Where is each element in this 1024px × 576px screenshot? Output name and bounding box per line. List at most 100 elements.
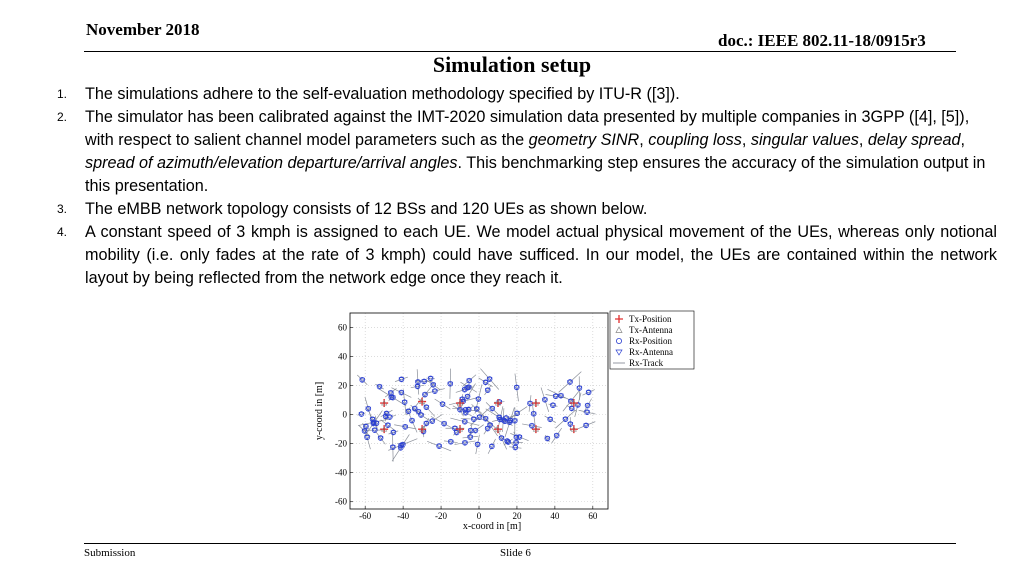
rx-antenna — [583, 423, 589, 429]
rx-antenna — [441, 421, 447, 427]
rx-antenna — [464, 385, 471, 391]
item-number: 4. — [57, 225, 68, 239]
rx-antenna — [429, 419, 436, 425]
rx-track — [548, 403, 558, 407]
rx-track — [583, 398, 592, 413]
tx-antenna — [532, 426, 539, 432]
y-tick-label: 40 — [338, 352, 348, 362]
rx-track — [483, 422, 492, 435]
rx-track — [406, 407, 411, 416]
rx-antenna — [489, 444, 495, 450]
tx-antenna — [457, 426, 464, 432]
rx-antenna — [467, 428, 474, 434]
rx-antenna — [398, 377, 405, 383]
item-number: 2. — [57, 110, 68, 124]
rx-antenna — [423, 405, 430, 411]
rx-track — [379, 389, 407, 407]
rx-antenna — [473, 407, 480, 412]
rx-antenna — [558, 393, 564, 399]
rx-track — [394, 424, 417, 430]
rx-track — [375, 383, 384, 390]
rx-antenna — [544, 436, 551, 442]
rx-antenna — [498, 436, 505, 442]
rx-antenna — [465, 407, 472, 413]
rx-antenna — [484, 388, 491, 394]
rx-track — [558, 371, 582, 393]
rx-track — [485, 402, 499, 415]
y-tick-label: -20 — [335, 439, 347, 449]
rx-antenna — [487, 423, 493, 428]
rx-track — [443, 440, 458, 443]
rx-antenna — [414, 384, 421, 390]
rx-track — [504, 407, 515, 437]
rx-antenna — [364, 435, 370, 441]
rx-track — [544, 415, 556, 423]
rx-track — [434, 398, 451, 410]
rx-track — [460, 418, 487, 421]
rx-track — [471, 404, 483, 414]
rx-track — [450, 417, 480, 426]
rx-track — [364, 410, 383, 437]
rx-antenna — [567, 422, 574, 428]
rx-track — [394, 376, 408, 382]
rx-antenna — [484, 426, 491, 432]
rx-antenna — [500, 418, 507, 424]
footer-submission: Submission — [84, 547, 136, 559]
rx-antenna — [462, 440, 468, 446]
rx-antenna — [547, 417, 554, 423]
rx-antenna — [415, 409, 422, 415]
legend-tx-antenna-icon — [615, 326, 623, 333]
rx-antenna — [513, 385, 520, 391]
rx-antenna — [358, 412, 365, 418]
rx-antenna — [427, 376, 434, 382]
header-rule — [84, 51, 956, 52]
rx-antenna — [567, 380, 573, 385]
rx-track — [416, 369, 420, 395]
rx-track — [449, 368, 451, 399]
x-tick-label: 20 — [512, 511, 522, 521]
rx-antenna — [377, 436, 384, 441]
footer-slide-number: Slide 6 — [500, 547, 531, 559]
rx-antenna — [552, 394, 559, 400]
legend-rx-antenna: Rx-Antenna — [629, 347, 673, 357]
item-number: 1. — [57, 87, 68, 101]
rx-antenna — [390, 430, 397, 436]
rx-antenna — [516, 435, 523, 441]
rx-track — [578, 409, 596, 415]
rx-antenna — [461, 419, 468, 425]
rx-antenna — [411, 406, 418, 412]
tx-antenna — [494, 426, 501, 432]
footer-rule — [84, 543, 956, 544]
y-tick-label: 0 — [343, 410, 348, 420]
rx-track — [391, 387, 412, 398]
rx-antenna — [474, 442, 481, 448]
legend-tx-antenna: Tx-Antenna — [629, 325, 672, 335]
rx-track — [484, 385, 492, 396]
tx-antenna — [494, 399, 501, 406]
rx-antenna — [447, 439, 454, 445]
rx-track — [392, 432, 394, 462]
item-text: The eMBB network topology consists of 12… — [85, 200, 648, 218]
legend-box — [609, 310, 695, 370]
rx-antenna — [530, 411, 537, 417]
rx-track — [480, 368, 500, 390]
rx-track — [582, 389, 595, 396]
rx-antenna — [382, 414, 389, 420]
network-layout-plot: -60 -40 -20 0 20 40 60 60 40 20 0 -20 -40 -60 x-coord… — [312, 308, 710, 536]
rx-track — [412, 409, 430, 421]
rx-antenna — [397, 445, 404, 451]
rx-track — [380, 409, 393, 417]
rx-antenna — [513, 440, 519, 446]
rx-track — [454, 440, 476, 445]
rx-track — [562, 390, 580, 412]
rx-track — [487, 438, 496, 454]
rx-track — [410, 404, 420, 413]
rx-track — [427, 440, 452, 452]
rx-track — [522, 423, 542, 428]
rx-antenna — [464, 394, 471, 400]
legend-rx-position-icon — [615, 337, 622, 344]
x-tick-label: -60 — [359, 511, 371, 521]
rx-track — [462, 435, 478, 439]
tx-antenna — [381, 399, 388, 406]
rx-track — [425, 379, 441, 391]
